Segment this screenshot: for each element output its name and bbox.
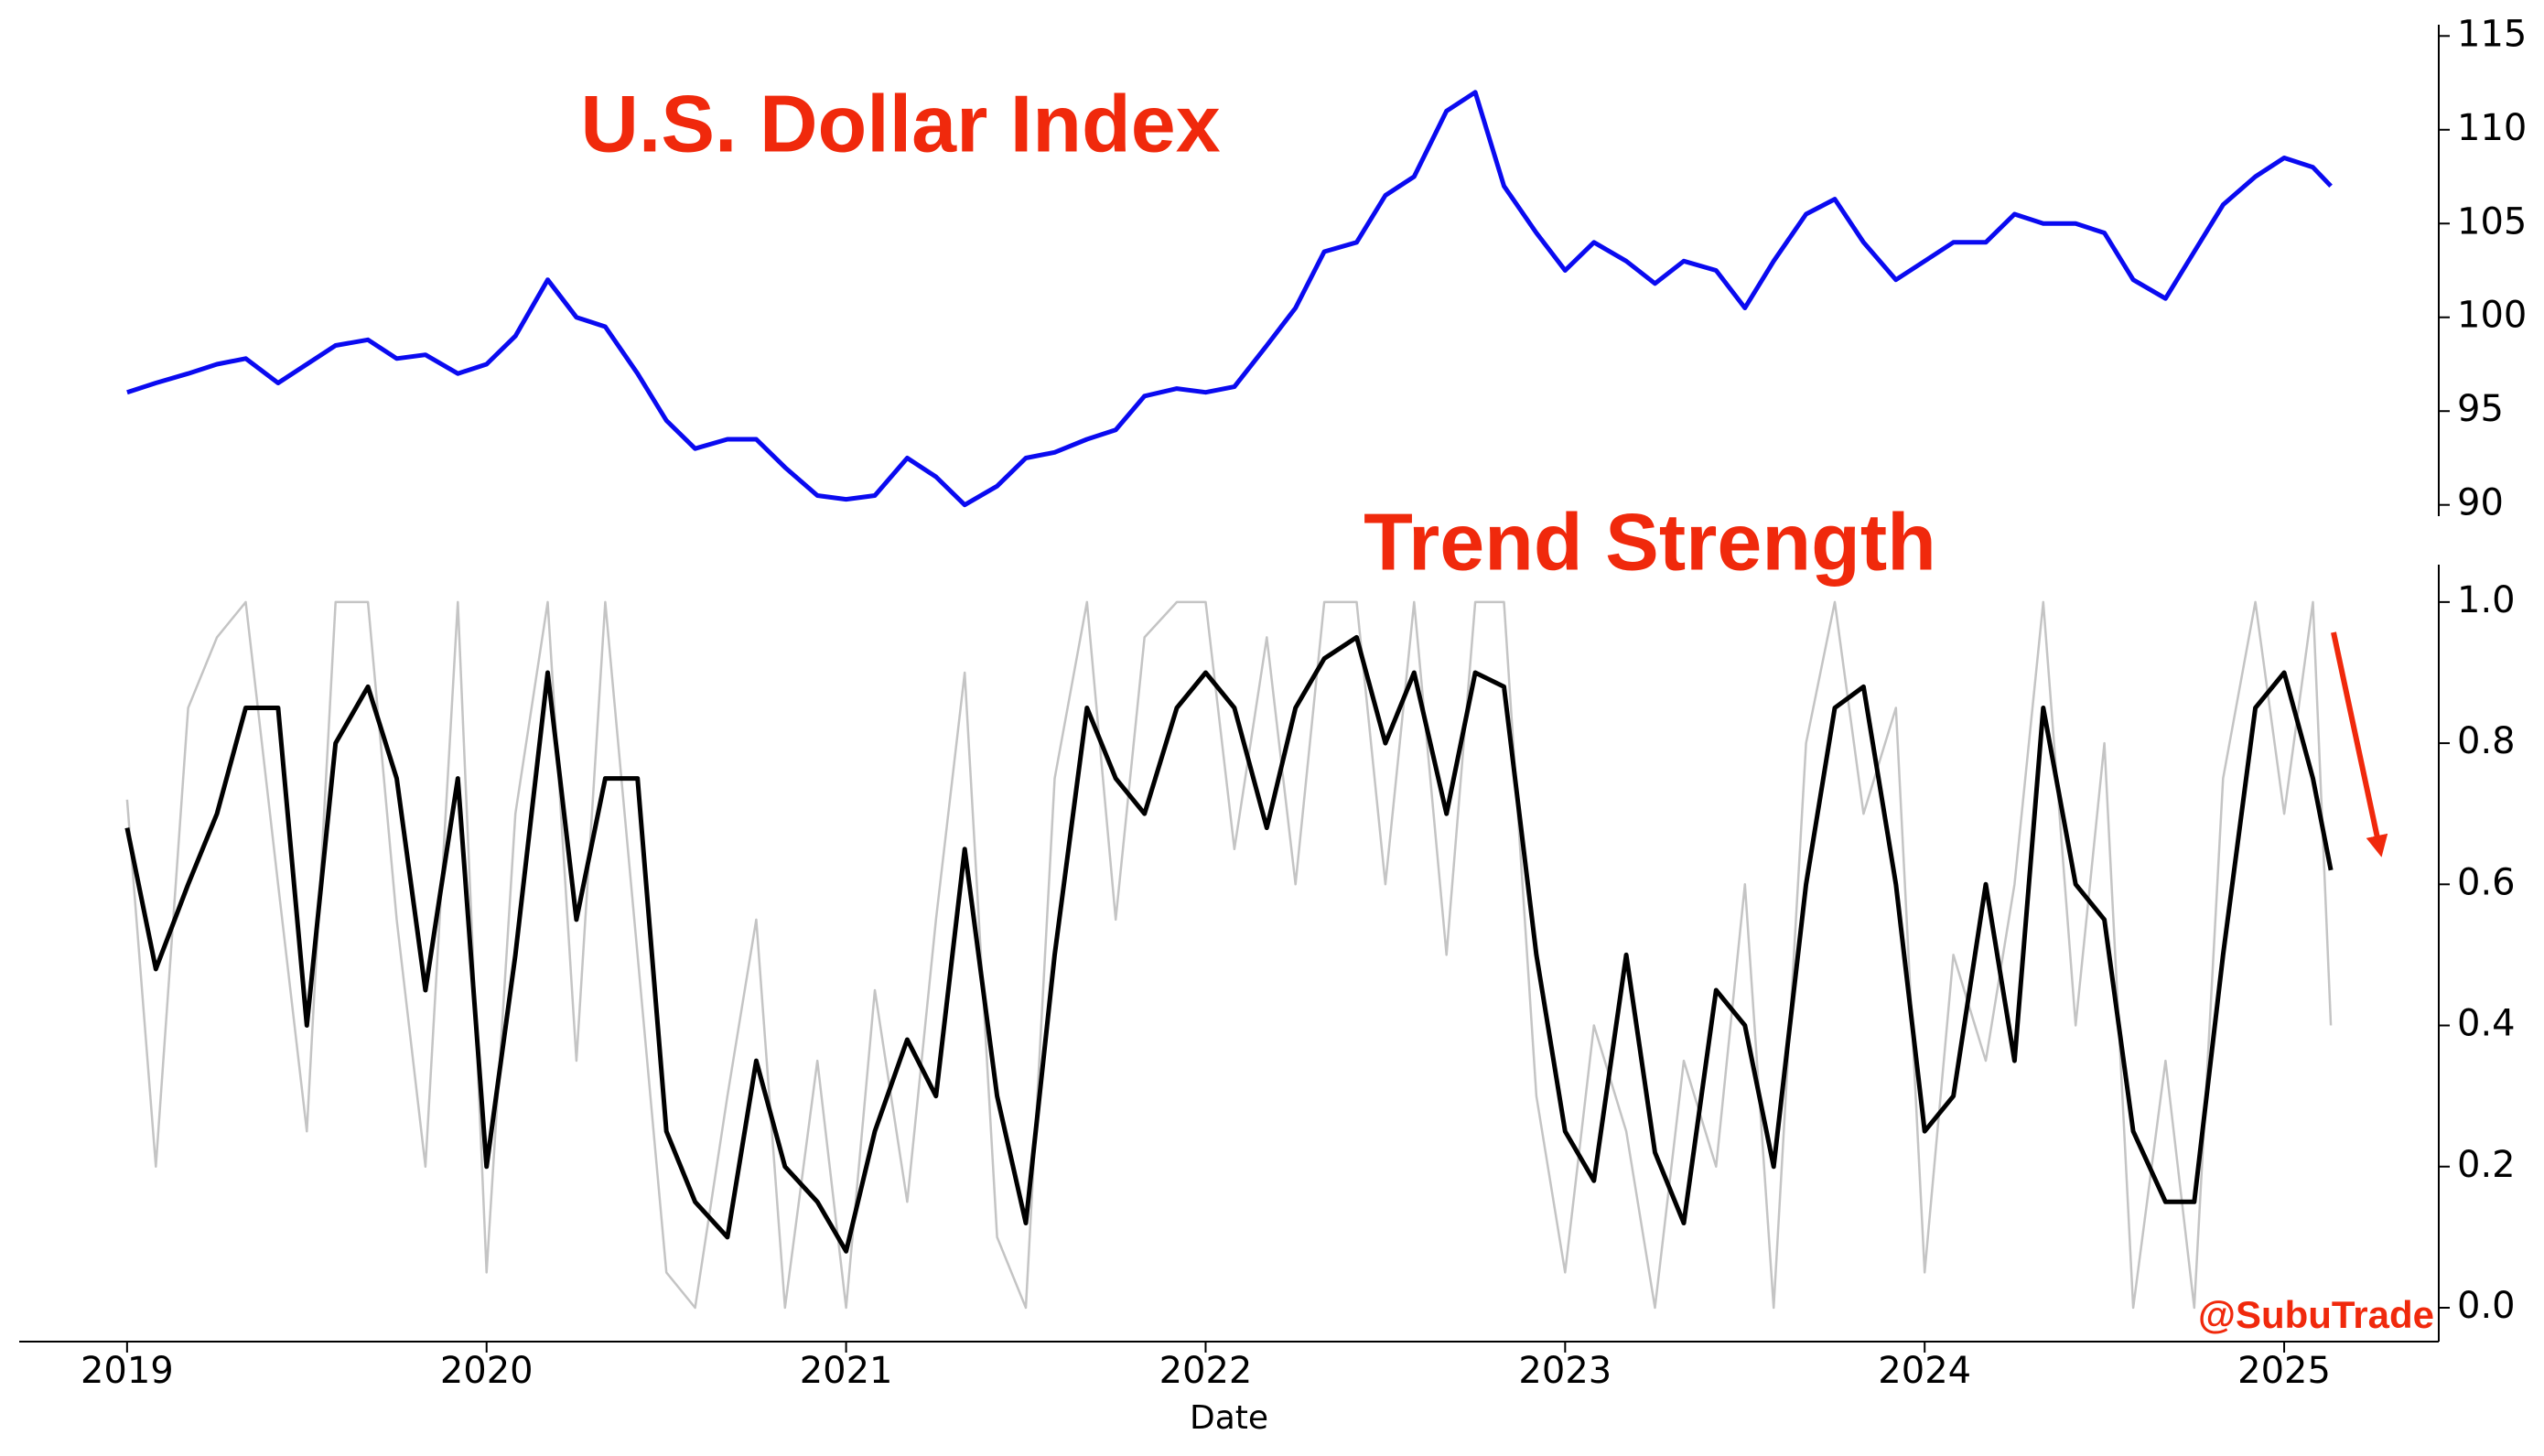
- x-tick-label: 2024: [1878, 1350, 1971, 1392]
- y-tick-label: 1.0: [2457, 579, 2516, 621]
- y-tick-label: 105: [2457, 200, 2527, 243]
- chart-title: Trend Strength: [1364, 496, 1936, 587]
- y-tick-label: 0.0: [2457, 1285, 2516, 1327]
- x-tick-label: 2023: [1518, 1350, 1612, 1392]
- series-line: [124, 634, 2334, 1254]
- y-tick-label: 0.4: [2457, 1003, 2516, 1045]
- series-line: [125, 600, 2333, 1310]
- y-tick-label: 0.2: [2457, 1144, 2516, 1186]
- x-tick-label: 2022: [1159, 1350, 1253, 1392]
- y-tick-label: 100: [2457, 295, 2527, 337]
- trend-arrow: [2331, 631, 2388, 857]
- x-tick-label: 2019: [81, 1350, 174, 1392]
- x-tick-label: 2020: [440, 1350, 534, 1392]
- series-line: [126, 90, 2333, 508]
- y-tick-label: 90: [2457, 482, 2504, 524]
- y-tick-label: 115: [2457, 13, 2527, 55]
- y-tick-label: 0.8: [2457, 720, 2516, 762]
- y-tick-label: 110: [2457, 107, 2527, 149]
- annotation: @SubuTrade: [2198, 1293, 2434, 1336]
- y-tick-label: 0.6: [2457, 861, 2516, 903]
- y-tick-label: 95: [2457, 388, 2504, 430]
- x-tick-label: 2021: [800, 1350, 893, 1392]
- chart-title: U.S. Dollar Index: [580, 78, 1220, 168]
- x-axis-label: Date: [1190, 1399, 1268, 1437]
- x-tick-label: 2025: [2237, 1350, 2331, 1392]
